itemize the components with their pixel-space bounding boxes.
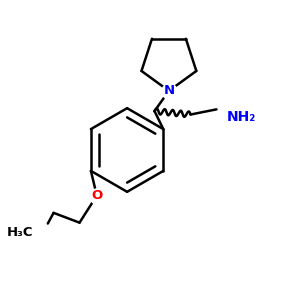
Text: NH₂: NH₂ [226,110,256,124]
Text: H₃C: H₃C [7,226,33,239]
Text: O: O [91,189,103,202]
Text: N: N [164,84,175,97]
